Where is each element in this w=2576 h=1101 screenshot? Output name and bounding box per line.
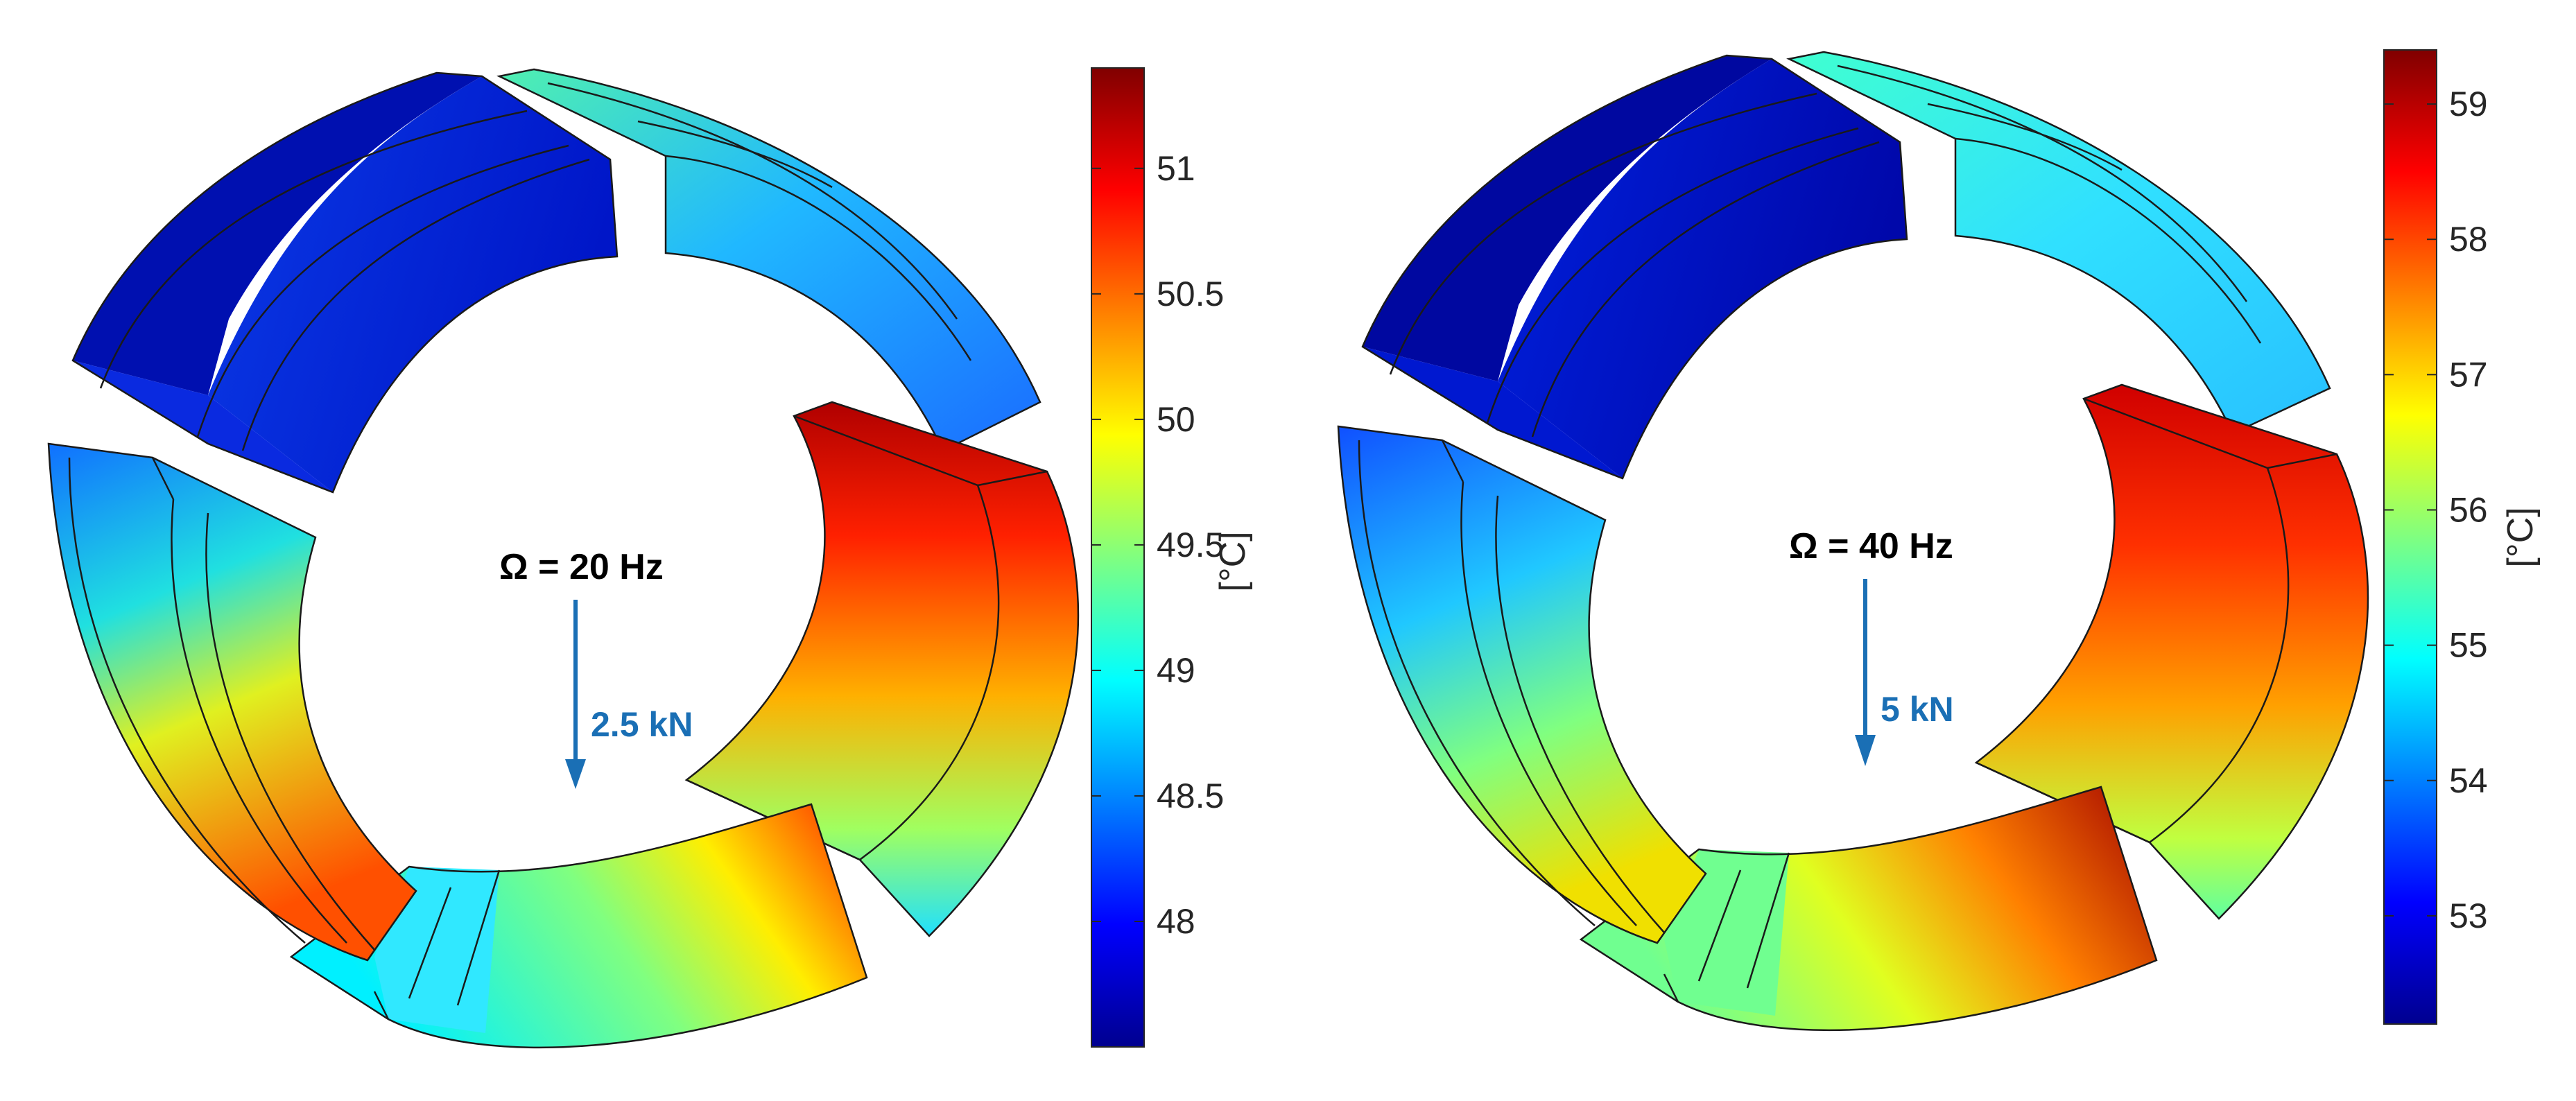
colorbar-tick-label: 59 <box>2449 85 2488 123</box>
colorbar-tick-label: 51 <box>1157 149 1195 188</box>
colorbar-tick-label: 56 <box>2449 490 2488 529</box>
colorbar-tick-label: 49 <box>1157 651 1195 690</box>
pad-right <box>684 401 1080 937</box>
pad-left <box>47 442 417 962</box>
load-label: 2.5 kN <box>591 705 693 744</box>
speed-label: Ω = 40 Hz <box>1789 526 1953 566</box>
colorbar-tick-label: 57 <box>2449 355 2488 394</box>
pad-bottom <box>1579 786 2158 1031</box>
colorbar-tick-label: 55 <box>2449 626 2488 665</box>
colorbar: 53 54 55 56 57 58 59 [°C] <box>2383 49 2541 1025</box>
colorbar-tick-label: 53 <box>2449 896 2488 935</box>
colorbar-tick-label: 49.5 <box>1157 526 1224 564</box>
colorbar-scale <box>1091 67 1145 1048</box>
panel-1: Ω = 20 Hz 2.5 kN 48 48.5 49 49.5 50 50.5 51 [°… <box>47 67 1253 1048</box>
colorbar-tick-label: 48 <box>1157 902 1195 941</box>
pad-right <box>1974 383 2369 920</box>
colorbar-tick-label: 48.5 <box>1157 777 1224 815</box>
pad-left <box>1337 425 1707 944</box>
pad-top-left <box>71 71 619 494</box>
load-label: 5 kN <box>1881 690 1954 729</box>
colorbar-tick-label: 50.5 <box>1157 275 1224 313</box>
load-arrow <box>1855 579 1876 766</box>
colorbar-scale <box>2383 49 2437 1025</box>
pad-top-right <box>496 68 1041 452</box>
colorbar-ticks: 48 48.5 49 49.5 50 50.5 51 <box>1091 149 1224 941</box>
colorbar-unit: [°C] <box>2500 507 2541 567</box>
colorbar-unit: [°C] <box>1213 531 1253 591</box>
pad-top-left <box>1361 54 1908 480</box>
load-arrow <box>565 600 586 789</box>
pad-bottom <box>289 803 868 1048</box>
speed-label: Ω = 20 Hz <box>499 547 664 587</box>
pad-top-right <box>1786 51 2331 435</box>
colorbar: 48 48.5 49 49.5 50 50.5 51 [°C] <box>1091 67 1253 1048</box>
colorbar-tick-label: 54 <box>2449 761 2488 800</box>
colorbar-tick-label: 50 <box>1157 400 1195 439</box>
colorbar-tick-label: 58 <box>2449 220 2488 259</box>
colorbar-ticks: 53 54 55 56 57 58 59 <box>2384 85 2488 935</box>
panel-2: Ω = 40 Hz 5 kN 53 54 55 56 57 58 59 [°C] <box>1337 49 2541 1031</box>
